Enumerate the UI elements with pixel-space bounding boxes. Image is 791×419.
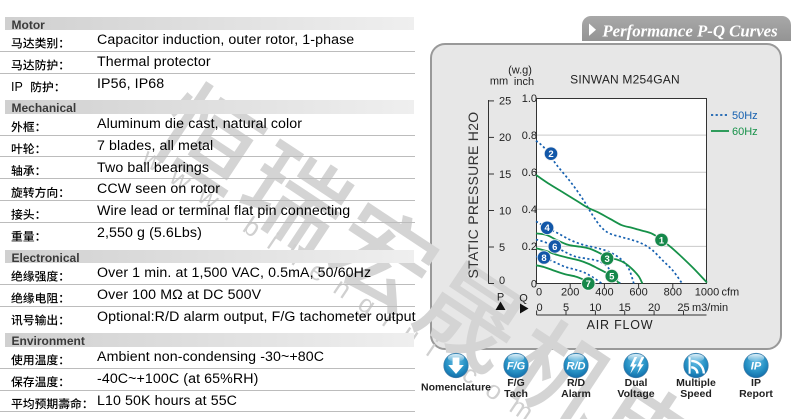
svg-text:20: 20 bbox=[648, 302, 660, 314]
svg-text:400: 400 bbox=[595, 287, 613, 299]
svg-text:5: 5 bbox=[499, 242, 505, 254]
svg-text:m3/min: m3/min bbox=[692, 302, 728, 314]
svg-text:0.8: 0.8 bbox=[522, 130, 537, 142]
svg-text:10: 10 bbox=[499, 205, 511, 217]
svg-text:(w.g): (w.g) bbox=[508, 65, 532, 77]
svg-text:IP: IP bbox=[751, 360, 762, 372]
svg-text:Report: Report bbox=[739, 388, 773, 400]
svg-text:15: 15 bbox=[619, 302, 631, 314]
svg-text:0: 0 bbox=[536, 287, 542, 299]
svg-text:F/G: F/G bbox=[507, 360, 526, 372]
svg-text:50Hz: 50Hz bbox=[732, 110, 758, 122]
svg-text:Multiple: Multiple bbox=[676, 377, 716, 389]
svg-text:Nomenclature: Nomenclature bbox=[421, 382, 491, 394]
svg-text:IP: IP bbox=[11, 80, 23, 94]
svg-text:R/D: R/D bbox=[567, 360, 586, 372]
svg-text:R/D: R/D bbox=[567, 377, 586, 389]
svg-text:Alarm: Alarm bbox=[561, 388, 591, 400]
svg-text:Q: Q bbox=[519, 293, 528, 305]
svg-text:Tach: Tach bbox=[504, 388, 528, 400]
svg-text:3: 3 bbox=[604, 254, 609, 265]
svg-text:15: 15 bbox=[499, 169, 511, 181]
svg-text:cfm: cfm bbox=[722, 287, 740, 299]
svg-text:0: 0 bbox=[499, 275, 505, 287]
svg-text:Speed: Speed bbox=[680, 388, 712, 400]
svg-text:inch: inch bbox=[514, 76, 534, 88]
svg-text:0: 0 bbox=[537, 302, 543, 314]
svg-text:5: 5 bbox=[609, 272, 615, 283]
svg-text:mm: mm bbox=[490, 76, 508, 88]
svg-text:0: 0 bbox=[531, 278, 537, 290]
svg-text:0.6: 0.6 bbox=[522, 167, 537, 179]
svg-text:0.2: 0.2 bbox=[522, 241, 537, 253]
svg-text:F/G: F/G bbox=[507, 377, 525, 389]
svg-text:STATIC PRESSURE H2O: STATIC PRESSURE H2O bbox=[465, 112, 481, 279]
svg-text:7: 7 bbox=[586, 279, 591, 290]
svg-text:P: P bbox=[497, 292, 504, 304]
svg-text:4: 4 bbox=[544, 223, 550, 234]
svg-text:Voltage: Voltage bbox=[617, 388, 654, 400]
svg-text:Performance P-Q Curves: Performance P-Q Curves bbox=[601, 22, 778, 41]
svg-text:Dual: Dual bbox=[625, 377, 648, 389]
svg-text:8: 8 bbox=[541, 253, 546, 264]
svg-text:IP: IP bbox=[751, 377, 761, 389]
svg-text:200: 200 bbox=[561, 287, 579, 299]
svg-text:AIR FLOW: AIR FLOW bbox=[587, 318, 654, 332]
svg-text:5: 5 bbox=[563, 302, 569, 314]
svg-text:60Hz: 60Hz bbox=[732, 126, 758, 138]
svg-text:1000: 1000 bbox=[695, 287, 719, 299]
svg-text:20: 20 bbox=[499, 132, 511, 144]
svg-text:600: 600 bbox=[629, 287, 647, 299]
svg-text:800: 800 bbox=[664, 287, 682, 299]
svg-text:6: 6 bbox=[552, 242, 557, 253]
svg-text:1.0: 1.0 bbox=[522, 93, 537, 105]
svg-text:25: 25 bbox=[499, 96, 511, 108]
svg-text:2: 2 bbox=[548, 149, 553, 160]
svg-text:25: 25 bbox=[677, 302, 689, 314]
svg-text:10: 10 bbox=[589, 302, 601, 314]
svg-text:0.4: 0.4 bbox=[522, 204, 537, 216]
svg-text:1: 1 bbox=[659, 235, 665, 246]
svg-text:SINWAN M254GAN: SINWAN M254GAN bbox=[570, 73, 680, 87]
